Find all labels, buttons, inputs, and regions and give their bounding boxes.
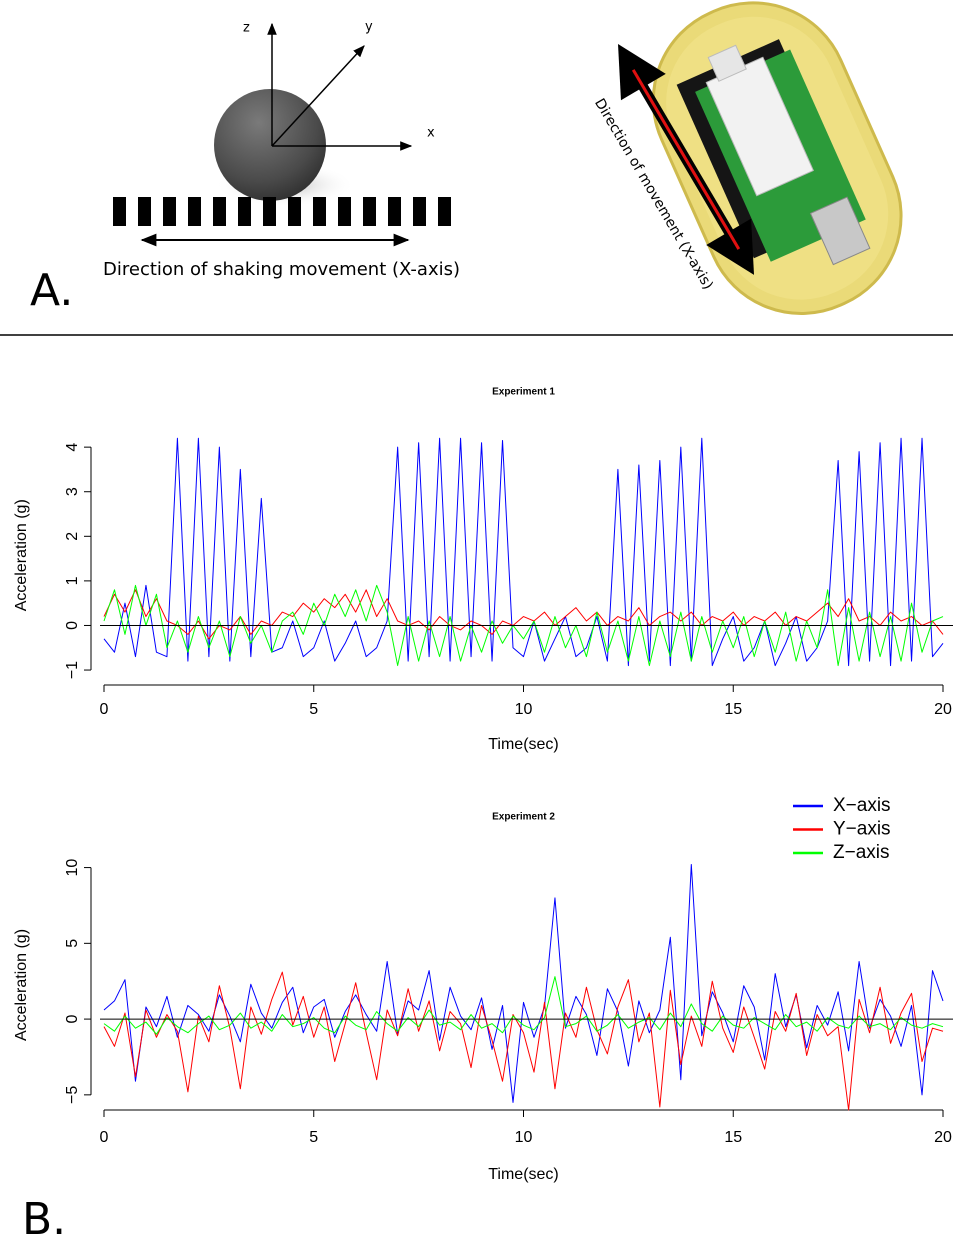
series-line xyxy=(103,971,944,1111)
series-line xyxy=(103,864,944,1103)
x-tick-label: 0 xyxy=(100,701,109,718)
y-tick-label: 2 xyxy=(64,532,81,541)
legend-label: Z−axis xyxy=(833,842,890,863)
x-axis-label: Time(sec) xyxy=(488,1166,559,1183)
y-tick-label: 10 xyxy=(64,859,81,877)
x-tick-label: 20 xyxy=(934,701,952,718)
x-tick-label: 20 xyxy=(934,1129,952,1146)
charts: Experiment 1 0 5 10 15 20 Time(sec) −1 0 1 2 3 4 Acce… xyxy=(13,387,953,1183)
x-tick-label: 15 xyxy=(724,1129,742,1146)
series-line xyxy=(103,976,944,1035)
x-axis-label: Time(sec) xyxy=(488,736,559,753)
y-tick-label: −1 xyxy=(64,661,81,679)
y-tick-label: 0 xyxy=(64,1015,81,1024)
x-tick-label: 5 xyxy=(309,1129,318,1146)
y-tick-label: 1 xyxy=(64,576,81,585)
y-arrow xyxy=(271,45,365,147)
y-axis-label: Acceleration (g) xyxy=(13,929,30,1041)
device xyxy=(651,1,903,315)
legend-label: Y−axis xyxy=(833,819,891,840)
movement-arrow xyxy=(618,44,755,275)
axis-label: y xyxy=(365,20,373,35)
x-tick-label: 15 xyxy=(724,701,742,718)
y-tick-label: 0 xyxy=(64,621,81,630)
y-tick-label: 4 xyxy=(64,443,81,452)
y-tick-label: 3 xyxy=(64,487,81,496)
y-tick-label: −5 xyxy=(64,1086,81,1104)
x-tick-label: 10 xyxy=(515,701,533,718)
axis-label: x xyxy=(427,126,435,141)
series-line xyxy=(103,437,944,667)
x-tick-label: 10 xyxy=(515,1129,533,1146)
y-tick-label: 5 xyxy=(64,939,81,948)
shaking-caption: Direction of shaking movement (X-axis) xyxy=(103,259,460,280)
panel-label: A. xyxy=(30,265,73,316)
x-tick-label: 0 xyxy=(100,1129,109,1146)
dashed-surface xyxy=(113,197,451,226)
axis-label: z xyxy=(243,21,250,36)
y-axis-label: Acceleration (g) xyxy=(13,499,30,611)
series-line xyxy=(103,589,944,640)
sphere-diagram: z y x Direction of shaking movement (X-a… xyxy=(30,20,460,317)
chart-title: Experiment 2 xyxy=(492,812,555,823)
legend-label: X−axis xyxy=(833,795,891,816)
panel-label: B. xyxy=(22,1194,66,1245)
chart-title: Experiment 1 xyxy=(492,387,555,398)
x-tick-label: 5 xyxy=(309,701,318,718)
